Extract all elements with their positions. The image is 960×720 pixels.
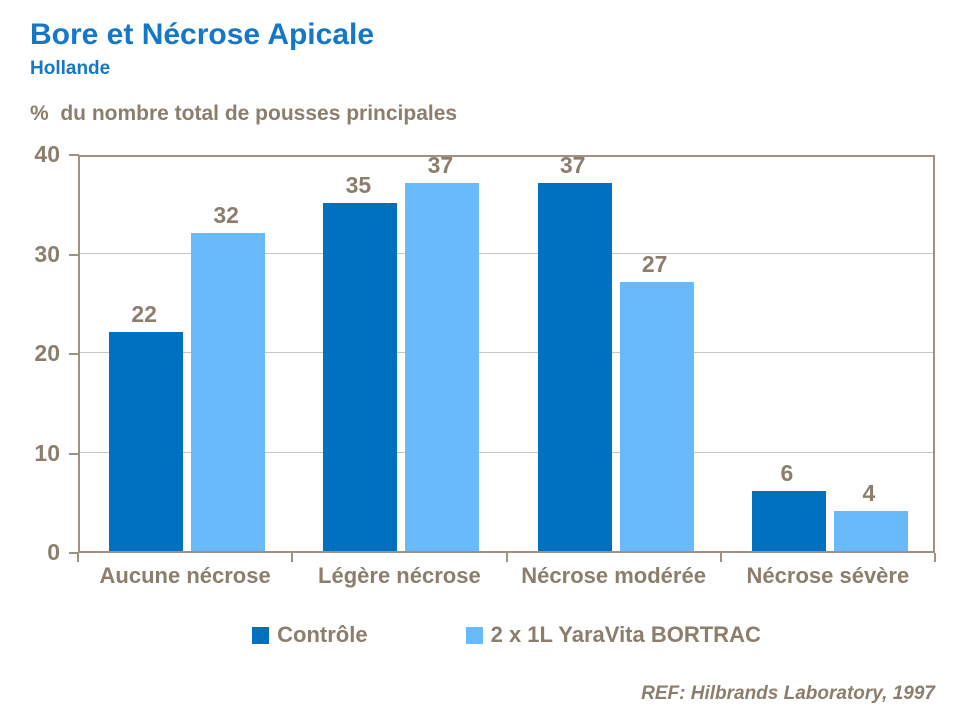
bar-contr-le: [537, 182, 612, 551]
legend-label: 2 x 1L YaraVita BORTRAC: [490, 622, 761, 647]
y-tick-label: 0: [47, 539, 60, 565]
legend-swatch-icon: [252, 626, 270, 644]
category-label: Nécrose sévère: [746, 563, 910, 588]
y-tick-label: 20: [34, 340, 60, 366]
y-tick-mark: [69, 154, 79, 156]
bar-2-x-1l-yaravita-bortrac: [833, 511, 908, 551]
x-tick-mark: [505, 553, 508, 562]
x-tick-mark: [77, 553, 79, 562]
page-title: Bore et Nécrose Apicale: [30, 18, 375, 51]
bar-contr-le: [751, 491, 826, 551]
bar-chart-plot-area: [78, 155, 935, 553]
gridline: [80, 252, 933, 254]
category-label: Aucune nécrose: [99, 563, 271, 588]
y-tick-label: 10: [34, 439, 60, 466]
y-tick-mark: [69, 552, 79, 554]
x-tick-mark: [934, 553, 936, 562]
legend-item: Contrôle: [252, 622, 368, 648]
legend-item: 2 x 1L YaraVita BORTRAC: [465, 622, 761, 648]
reference-text: REF: Hilbrands Laboratory, 1997: [641, 683, 935, 704]
bar-value-label: 27: [641, 251, 668, 278]
bar-value-label: 37: [427, 151, 454, 178]
category-label: Légère nécrose: [318, 563, 481, 588]
legend-swatch-icon: [465, 626, 483, 644]
category-label: Nécrose modérée: [521, 563, 706, 588]
y-axis-title: % du nombre total de pousses principales: [30, 102, 458, 125]
gridline: [80, 451, 933, 453]
y-tick-mark: [69, 353, 79, 355]
x-tick-mark: [291, 553, 294, 562]
y-tick-label: 30: [34, 240, 60, 267]
y-tick-label: 40: [34, 141, 60, 167]
bar-value-label: 35: [345, 171, 372, 198]
bar-value-label: 22: [131, 301, 157, 328]
chart-legend: Contrôle 2 x 1L YaraVita BORTRAC: [78, 622, 935, 648]
page-subtitle: Hollande: [30, 58, 111, 79]
bar-value-label: 6: [780, 460, 794, 487]
y-tick-mark: [69, 253, 79, 256]
bar-value-label: 32: [213, 201, 239, 228]
bar-value-label: 4: [862, 480, 876, 507]
bar-value-label: 37: [559, 151, 586, 178]
legend-label: Contrôle: [277, 622, 368, 647]
bar-2-x-1l-yaravita-bortrac: [191, 232, 266, 551]
x-tick-mark: [719, 553, 722, 562]
bar-contr-le: [323, 202, 398, 551]
bar-2-x-1l-yaravita-bortrac: [405, 182, 480, 551]
bar-contr-le: [109, 332, 184, 551]
gridline: [80, 352, 933, 353]
bar-2-x-1l-yaravita-bortrac: [619, 282, 694, 551]
y-tick-mark: [69, 452, 79, 455]
